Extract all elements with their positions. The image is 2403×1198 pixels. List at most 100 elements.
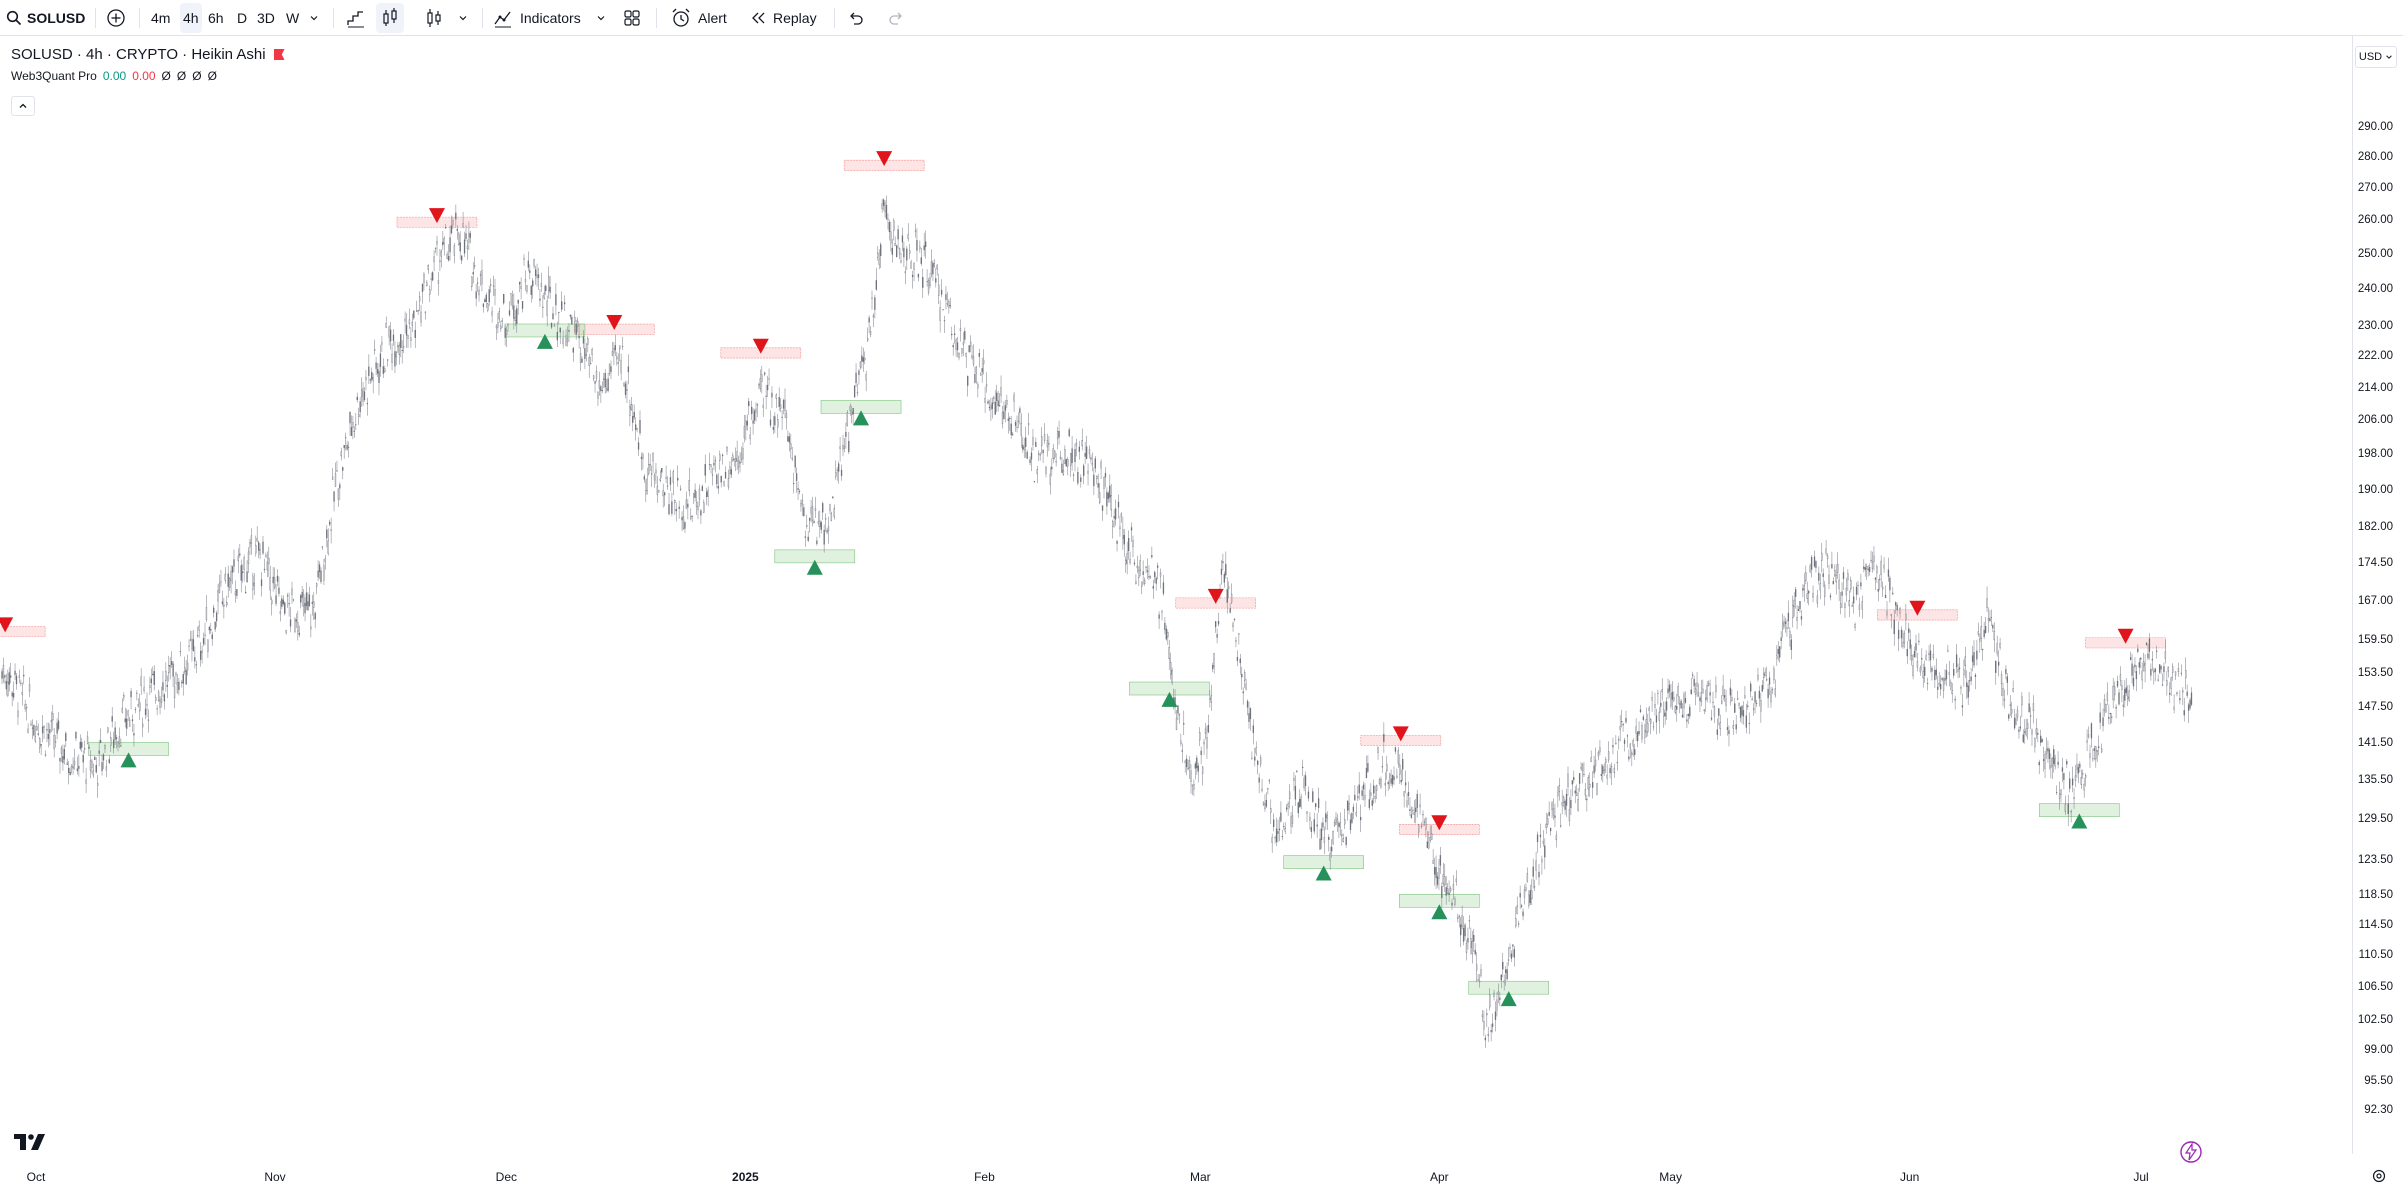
candle: [1835, 564, 1837, 595]
price-axis[interactable]: 290.00 280.00 270.00 260.00 250.00 240.00 230.…: [2352, 36, 2403, 1154]
candle: [66, 758, 68, 765]
candle: [1970, 667, 1972, 686]
candle: [2182, 687, 2184, 706]
lightning-icon[interactable]: [2179, 1140, 2203, 1164]
candle: [439, 249, 441, 272]
candle: [1136, 555, 1139, 574]
indicator-legend[interactable]: Web3Quant Pro 0.00 0.00 Ø Ø Ø Ø: [11, 69, 285, 83]
candle: [1510, 950, 1513, 962]
candle: [105, 759, 108, 778]
candle: [1300, 793, 1302, 810]
candle: [1069, 453, 1072, 477]
candle: [1887, 557, 1890, 582]
candle: [269, 565, 271, 600]
candle: [1796, 605, 1798, 630]
redo-button[interactable]: [887, 0, 905, 36]
replay-button[interactable]: Replay: [750, 0, 817, 36]
candle: [91, 759, 93, 774]
time-axis[interactable]: Oct Nov Dec 2025 Feb Mar Apr May Jun Jul: [0, 1160, 2352, 1190]
candle: [1889, 575, 1891, 603]
candle: [1460, 916, 1462, 948]
candle: [2047, 740, 2049, 763]
candle: [1116, 540, 1118, 552]
candle: [1802, 584, 1804, 598]
candle: [785, 410, 788, 430]
candle: [1101, 505, 1104, 521]
candle: [1583, 761, 1585, 777]
chart-type-candles-button[interactable]: [376, 3, 404, 33]
candle: [684, 521, 686, 533]
indicators-dropdown-button[interactable]: [596, 0, 606, 36]
candle: [2166, 671, 2168, 696]
candle: [1040, 427, 1043, 455]
candle: [658, 489, 660, 493]
chart-type-dropdown-button[interactable]: [458, 0, 468, 36]
interval-w[interactable]: W: [286, 0, 299, 36]
price-chart[interactable]: [0, 36, 2352, 1160]
candle: [195, 660, 197, 674]
candle: [533, 258, 535, 269]
undo-button[interactable]: [847, 0, 865, 36]
collapse-legend-button[interactable]: [11, 96, 35, 116]
templates-button[interactable]: [622, 0, 642, 36]
interval-6h[interactable]: 6h: [208, 0, 224, 36]
symbol-search-button[interactable]: SOLUSD: [6, 0, 85, 36]
candle: [1555, 830, 1558, 848]
tradingview-logo-icon[interactable]: [14, 1134, 46, 1150]
interval-d[interactable]: D: [237, 0, 247, 36]
settings-gear-icon[interactable]: [2371, 1168, 2387, 1184]
candle: [1645, 707, 1647, 738]
candle: [1281, 829, 1284, 841]
chart-type-hollow-button[interactable]: [423, 0, 445, 36]
candle: [748, 397, 750, 415]
candle: [379, 344, 382, 377]
candle: [2132, 665, 2135, 690]
candle: [942, 309, 944, 311]
candle: [1123, 529, 1125, 557]
candle: [1890, 613, 1893, 629]
candle: [1162, 574, 1165, 596]
candle: [704, 454, 706, 483]
candle: [2140, 656, 2142, 669]
candle: [917, 273, 920, 282]
candle: [1903, 630, 1906, 649]
candle: [869, 326, 872, 338]
compare-symbol-button[interactable]: [106, 0, 126, 36]
candle: [1541, 855, 1543, 875]
indicators-button[interactable]: Indicators: [492, 0, 581, 36]
candle: [1764, 668, 1766, 677]
interval-dropdown-button[interactable]: [309, 0, 319, 36]
candle: [798, 489, 801, 495]
interval-4m[interactable]: 4m: [151, 0, 170, 36]
candle: [44, 750, 47, 757]
chart-type-bars-button[interactable]: [345, 0, 367, 36]
candle: [169, 657, 171, 680]
candle: [2041, 738, 2043, 743]
candle: [677, 465, 679, 487]
candle: [389, 321, 392, 350]
currency-selector[interactable]: USD: [2355, 46, 2397, 68]
candle: [250, 528, 253, 555]
candle: [659, 470, 661, 483]
interval-3d[interactable]: 3D: [257, 0, 275, 36]
candle: [1328, 834, 1330, 852]
price-tick: 114.50: [2358, 918, 2393, 931]
candle: [94, 755, 96, 761]
interval-4h[interactable]: 4h: [180, 3, 202, 33]
candle: [2000, 670, 2003, 697]
candle: [1939, 675, 1942, 696]
candle: [713, 455, 715, 471]
alert-button[interactable]: Alert: [670, 0, 727, 36]
candle: [362, 382, 364, 407]
candle: [574, 310, 576, 333]
candle: [2144, 654, 2146, 683]
candle: [1399, 754, 1401, 784]
candle: [2177, 662, 2180, 677]
candle: [1931, 665, 1933, 681]
candle: [1026, 449, 1028, 459]
candle: [1913, 646, 1916, 658]
candle: [95, 757, 97, 774]
sell-signal-marker: [2117, 628, 2134, 644]
candle: [430, 272, 432, 291]
candle: [952, 342, 954, 356]
